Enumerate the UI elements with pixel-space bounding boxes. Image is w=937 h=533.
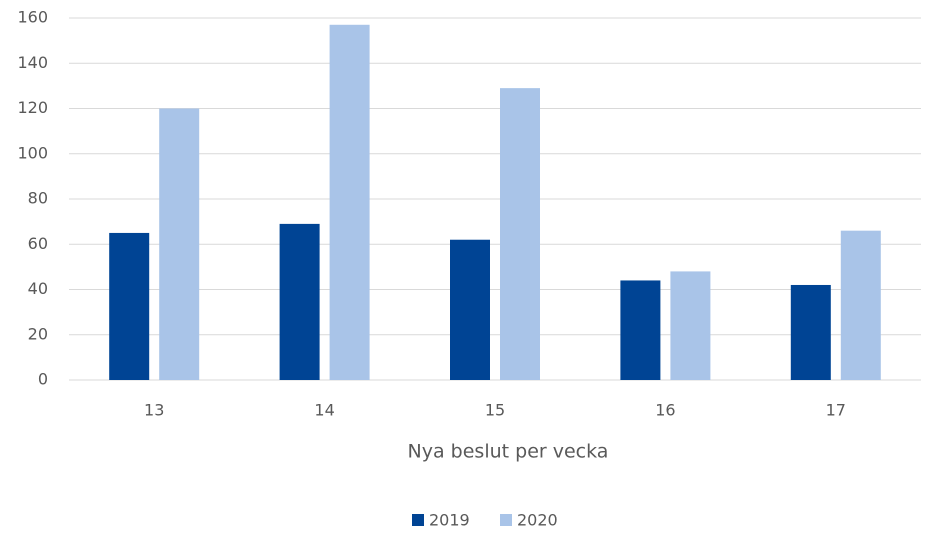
x-tick-label: 15 — [485, 401, 505, 420]
bar — [329, 24, 370, 380]
bar — [790, 284, 831, 380]
legend-swatch — [412, 514, 424, 526]
legend-label: 2019 — [429, 511, 470, 530]
bar — [840, 230, 881, 380]
y-tick-label: 100 — [17, 143, 48, 162]
bar — [109, 232, 150, 380]
y-tick-label: 40 — [28, 279, 48, 298]
bar — [670, 271, 711, 380]
y-tick-label: 80 — [28, 189, 48, 208]
x-tick-label: 17 — [826, 401, 846, 420]
y-tick-label: 160 — [17, 8, 48, 27]
bar — [620, 280, 661, 380]
legend-label: 2020 — [517, 511, 558, 530]
bar — [450, 239, 490, 380]
y-tick-label: 20 — [28, 324, 48, 343]
x-tick-label: 16 — [655, 401, 675, 420]
bar — [159, 108, 200, 380]
y-tick-label: 140 — [17, 53, 48, 72]
x-tick-label: 14 — [314, 401, 334, 420]
bar — [279, 223, 320, 380]
y-tick-label: 0 — [38, 370, 48, 389]
y-tick-label: 120 — [17, 98, 48, 117]
y-tick-label: 60 — [28, 234, 48, 253]
bar — [500, 88, 540, 380]
x-axis-label: Nya beslut per vecka — [408, 441, 609, 463]
legend-swatch — [500, 514, 512, 526]
x-tick-label: 13 — [144, 401, 164, 420]
